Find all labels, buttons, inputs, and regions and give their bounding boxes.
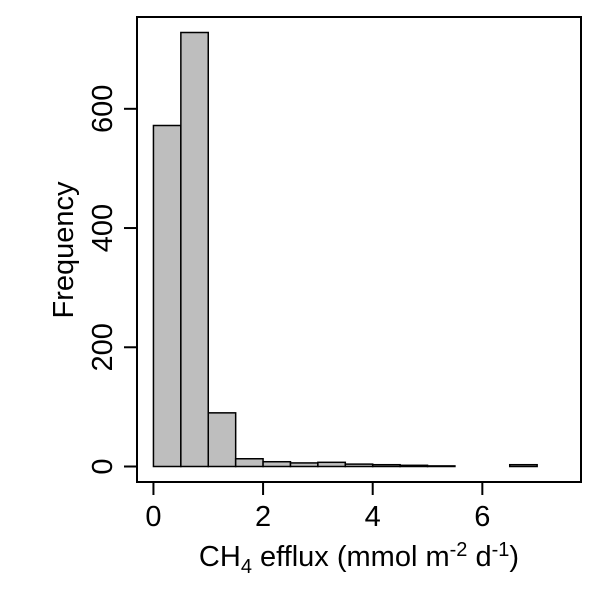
- y-tick-label: 0: [87, 458, 119, 474]
- histogram-bar: [344, 463, 374, 468]
- histogram-bar: [152, 124, 182, 468]
- histogram-bar: [207, 412, 237, 468]
- x-label-part: CH: [199, 541, 241, 573]
- y-axis: 0 200 400 600: [87, 85, 137, 475]
- histogram-bar: [234, 458, 264, 468]
- x-tick-label: 0: [145, 501, 161, 533]
- x-label-superscript: -1: [492, 539, 510, 561]
- histogram-bar: [371, 463, 401, 468]
- x-label-superscript: -2: [450, 539, 468, 561]
- plot-frame: [136, 16, 582, 483]
- histogram-bar: [262, 460, 292, 468]
- x-label-subscript: 4: [241, 556, 252, 578]
- x-axis: 0 2 4 6: [145, 482, 490, 533]
- x-label-part: d: [467, 541, 491, 573]
- x-axis-label: CH4 efflux (mmol m-2 d-1): [199, 539, 519, 578]
- x-label-part: efflux (mmol m: [252, 541, 450, 573]
- y-axis-label: Frequency: [48, 181, 80, 319]
- histogram-bar: [180, 31, 210, 468]
- histogram-bar: [317, 461, 347, 468]
- x-tick-label: 4: [365, 501, 381, 533]
- y-tick-label: 200: [87, 323, 119, 371]
- histogram-bar: [508, 463, 538, 468]
- y-tick-label: 600: [87, 85, 119, 133]
- x-label-part: ): [509, 541, 519, 573]
- bars-group: [152, 31, 538, 468]
- histogram-bar: [399, 464, 429, 468]
- histogram-bar: [426, 465, 456, 468]
- x-tick-label: 2: [255, 501, 271, 533]
- x-tick-label: 6: [474, 501, 490, 533]
- histogram-bar: [289, 462, 319, 468]
- y-tick-label: 400: [87, 204, 119, 252]
